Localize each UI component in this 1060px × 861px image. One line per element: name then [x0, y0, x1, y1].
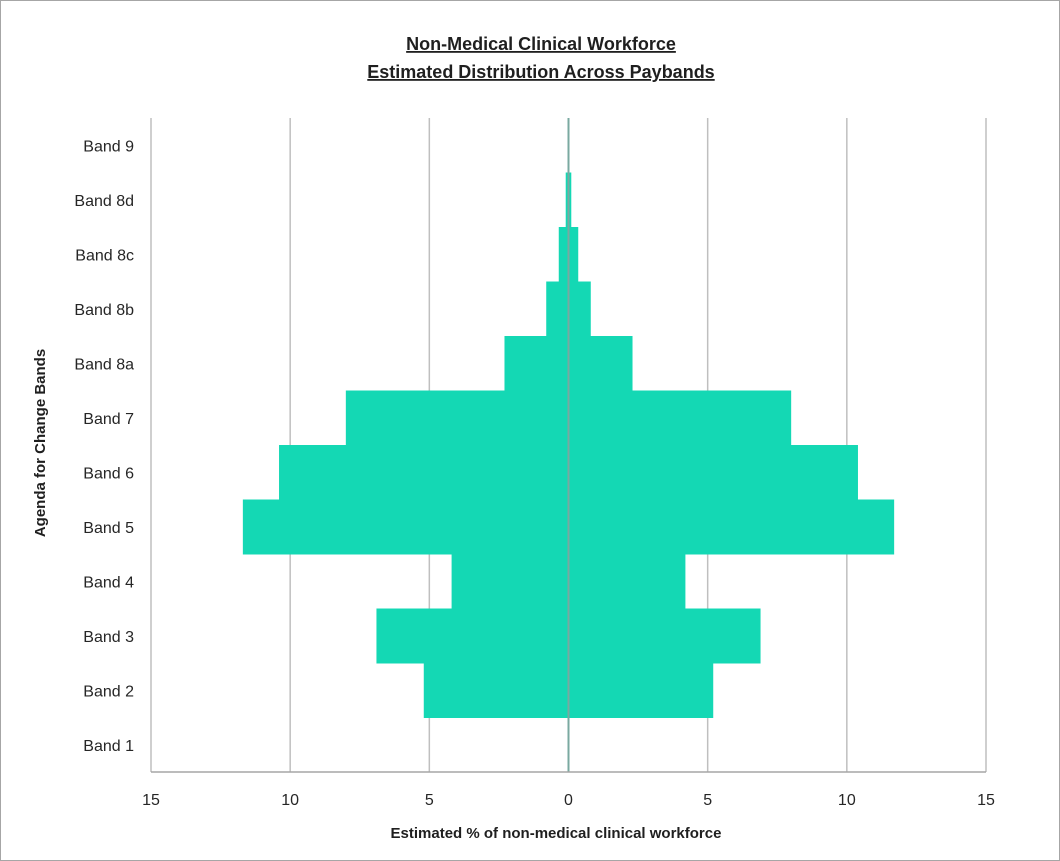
y-tick-band-1: Band 1: [83, 738, 134, 755]
y-tick-band-4: Band 4: [83, 574, 134, 591]
y-tick-band-3: Band 3: [83, 629, 134, 646]
x-tick-4: 5: [703, 792, 712, 809]
x-tick-5: 10: [838, 792, 856, 809]
y-axis-category-labels: Band 1 Band 2 Band 3 Band 4 Band 5 Band 6 Band…: [74, 138, 134, 755]
chart-title-line-2: Estimated Distribution Across Paybands: [367, 62, 714, 82]
y-tick-band-8c: Band 8c: [75, 247, 134, 264]
y-tick-band-5: Band 5: [83, 520, 134, 537]
y-tick-band-8d: Band 8d: [74, 193, 134, 210]
y-tick-band-8a: Band 8a: [74, 356, 134, 373]
x-axis-tick-labels: 15 10 5 0 5 10 15: [142, 792, 995, 809]
x-tick-1: 10: [281, 792, 299, 809]
x-tick-3: 0: [564, 792, 573, 809]
chart-title-line-1: Non-Medical Clinical Workforce: [406, 34, 676, 54]
y-tick-band-2: Band 2: [83, 683, 134, 700]
x-tick-0: 15: [142, 792, 160, 809]
y-tick-band-8b: Band 8b: [74, 302, 134, 319]
y-axis-title: Agenda for Change Bands: [32, 349, 49, 537]
x-tick-6: 15: [977, 792, 995, 809]
bars: [242, 118, 895, 772]
y-tick-band-6: Band 6: [83, 465, 134, 482]
x-tick-2: 5: [425, 792, 434, 809]
y-tick-band-9: Band 9: [83, 138, 134, 155]
x-axis-title: Estimated % of non-medical clinical work…: [391, 825, 722, 842]
y-tick-band-7: Band 7: [83, 411, 134, 428]
